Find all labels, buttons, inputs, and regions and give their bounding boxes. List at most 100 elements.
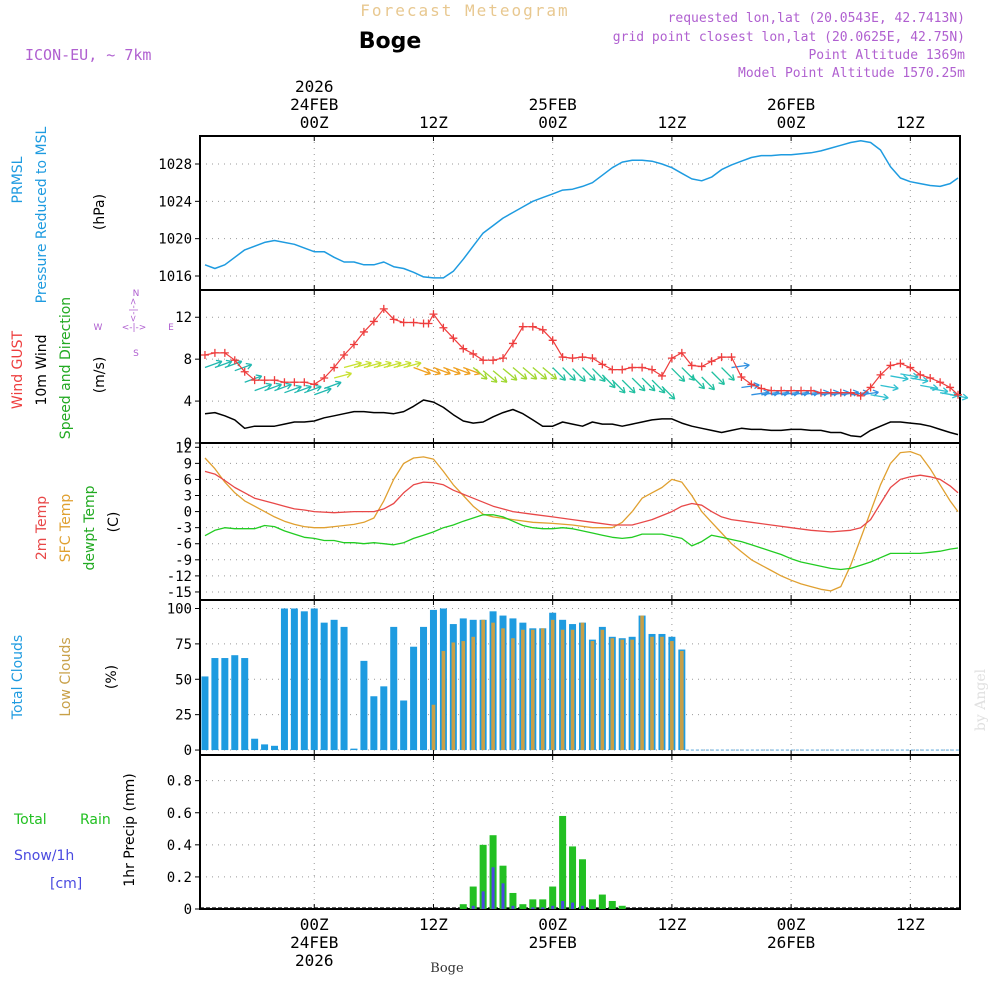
gust-marker	[946, 383, 955, 392]
low-cloud-bar	[680, 650, 684, 751]
total-cloud-bar	[201, 676, 209, 751]
wind-arrow-shaft	[890, 375, 909, 380]
wind-arrow-shaft	[691, 375, 705, 390]
wind-arrow-shaft	[701, 376, 715, 391]
rain-bar	[578, 859, 586, 909]
time-label: 26FEB	[767, 95, 815, 114]
total-cloud-bar	[310, 608, 318, 751]
snow-bar	[491, 867, 495, 909]
wind-arrow-shaft	[333, 372, 352, 379]
wind-arrow-shaft	[463, 366, 481, 375]
wind-arrow-shaft	[681, 367, 696, 381]
wind-arrow	[532, 367, 548, 380]
gust-marker	[330, 363, 339, 372]
wind-arrow-head	[579, 375, 586, 382]
total-cloud-bar	[241, 658, 249, 751]
wind-arrow-shaft	[363, 362, 382, 369]
wind-arrow	[433, 366, 451, 376]
wind-arrow	[512, 367, 528, 380]
rain-bar	[539, 899, 547, 909]
wind-arrow-head	[434, 368, 441, 376]
y-tick-label: 1028	[158, 157, 192, 173]
snow-bar	[531, 907, 535, 909]
gust-marker	[499, 354, 508, 363]
time-label: 00Z	[300, 915, 329, 934]
wind-arrow	[751, 389, 770, 397]
total-cloud-bar	[280, 608, 288, 751]
y-tick-label: 0	[184, 743, 192, 759]
snow-bar	[541, 907, 545, 909]
wind-arrow-head	[619, 386, 626, 394]
panel-frame	[199, 135, 961, 291]
wind-arrow-shaft	[294, 385, 312, 394]
low-cloud-bar	[471, 636, 476, 751]
gust-marker	[757, 384, 766, 393]
wind-arrow-shaft	[472, 367, 488, 380]
wind-arrow	[214, 359, 233, 369]
gust-marker	[687, 361, 696, 370]
wind-arrow-head	[698, 382, 706, 390]
wind-arrow-head	[638, 384, 646, 392]
wind-arrow-head	[305, 384, 312, 392]
gust-marker	[836, 388, 845, 397]
wind-arrow-head	[285, 382, 292, 390]
wind-arrow	[234, 362, 253, 372]
wind-arrow	[890, 374, 909, 382]
wind-arrow-shaft	[502, 368, 518, 381]
snow-bar	[481, 891, 485, 909]
gust-marker	[359, 327, 368, 336]
total-cloud-bar	[271, 745, 279, 751]
time-label: 24FEB	[290, 95, 338, 114]
rain-bar	[588, 899, 596, 909]
wind-arrow	[502, 368, 518, 381]
wind-arrow	[423, 366, 441, 376]
total-cloud-bar	[390, 626, 398, 751]
wind-arrow	[870, 393, 889, 401]
wind-arrow	[323, 380, 342, 390]
wind-arrow-shaft	[731, 364, 750, 369]
gust-marker	[578, 353, 587, 362]
wind-arrow	[274, 382, 292, 392]
gust-marker	[220, 348, 229, 357]
gust-marker	[240, 367, 249, 376]
wind-arrow-head	[540, 373, 548, 380]
wind-arrow-shaft	[373, 362, 392, 369]
gust-marker	[657, 371, 666, 380]
wind-arrow-head	[415, 360, 422, 368]
wind-arrow-shaft	[383, 362, 402, 369]
gust-marker	[767, 386, 776, 395]
gust-marker	[797, 386, 806, 395]
compass-s: S	[133, 349, 139, 359]
cloud-panel: 0 25 50 75 100	[167, 599, 961, 759]
wind-arrow-shaft	[512, 367, 528, 380]
gust-marker	[787, 386, 796, 395]
total-cloud-bar	[330, 619, 338, 751]
wind-arrow-head	[530, 373, 538, 380]
gust-marker	[906, 363, 915, 372]
wind-arrow-head	[718, 378, 725, 386]
wind-10m-label: 10m Wind	[34, 334, 50, 405]
wind-arrow-shaft	[661, 385, 676, 400]
wind-arrow-head	[444, 368, 451, 376]
wind-arrow-shaft	[721, 367, 735, 381]
time-label: 25FEB	[529, 95, 577, 114]
wind-gust-line	[204, 308, 959, 397]
y-tick-label: 12	[175, 310, 192, 326]
gust-marker	[310, 380, 319, 389]
wind-arrow-shaft	[423, 366, 441, 375]
gust-marker	[697, 362, 706, 371]
gust-marker	[424, 319, 433, 328]
wind-arrow	[224, 359, 243, 369]
low-cloud-bar	[491, 622, 495, 751]
wind-arrow-head	[961, 393, 969, 401]
wind-10m-line	[204, 399, 959, 438]
gust-marker	[489, 356, 498, 365]
gust-marker	[816, 388, 825, 397]
cloud-unit: (%)	[104, 665, 120, 689]
gust-marker	[518, 322, 527, 331]
wind-arrow-shaft	[323, 381, 342, 390]
wind-arrow-head	[265, 382, 273, 390]
prmsl-label: PRMSL	[10, 156, 26, 203]
